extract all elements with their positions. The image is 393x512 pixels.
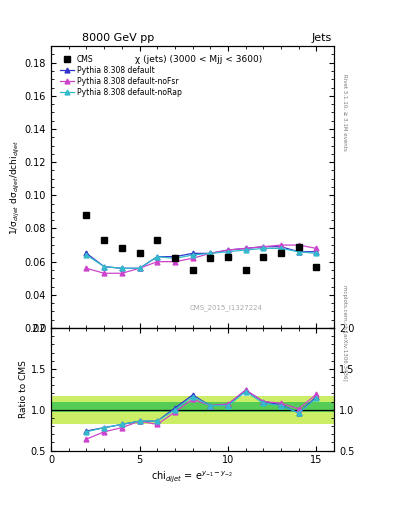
Line: Pythia 8.308 default: Pythia 8.308 default xyxy=(84,244,319,271)
Pythia 8.308 default-noFsr xyxy=(226,247,230,253)
X-axis label: chi$_{dijet}$ = e$^{y_{-1}-y_{-2}}$: chi$_{dijet}$ = e$^{y_{-1}-y_{-2}}$ xyxy=(151,470,234,484)
Pythia 8.308 default-noRap xyxy=(279,245,283,251)
CMS xyxy=(173,255,177,262)
Pythia 8.308 default xyxy=(279,244,283,250)
CMS xyxy=(226,253,230,260)
Text: Rivet 3.1.10, ≥ 3.1M events: Rivet 3.1.10, ≥ 3.1M events xyxy=(342,74,347,151)
CMS xyxy=(84,212,89,218)
Pythia 8.308 default-noFsr xyxy=(173,259,177,265)
Text: χ (jets) (3000 < Mjj < 3600): χ (jets) (3000 < Mjj < 3600) xyxy=(135,55,262,63)
Pythia 8.308 default-noRap xyxy=(226,249,230,255)
Y-axis label: 1/σ$_{dijet}$ dσ$_{dijet}$/dchi$_{dijet}$: 1/σ$_{dijet}$ dσ$_{dijet}$/dchi$_{dijet}… xyxy=(9,139,22,234)
Pythia 8.308 default-noFsr xyxy=(261,244,266,250)
Pythia 8.308 default xyxy=(137,265,142,271)
Pythia 8.308 default xyxy=(102,264,107,270)
Text: mcplots.cern.ch [arXiv:1306.3436]: mcplots.cern.ch [arXiv:1306.3436] xyxy=(342,285,347,380)
CMS xyxy=(137,250,142,257)
Pythia 8.308 default-noFsr xyxy=(102,270,107,276)
Pythia 8.308 default-noRap xyxy=(243,247,248,253)
Pythia 8.308 default-noRap xyxy=(314,250,319,257)
Pythia 8.308 default-noRap xyxy=(190,252,195,258)
Line: CMS: CMS xyxy=(84,212,319,273)
Pythia 8.308 default xyxy=(190,250,195,257)
Line: Pythia 8.308 default-noFsr: Pythia 8.308 default-noFsr xyxy=(84,243,319,275)
Pythia 8.308 default xyxy=(208,250,213,257)
Pythia 8.308 default-noFsr xyxy=(119,270,124,276)
CMS xyxy=(296,244,301,250)
Pythia 8.308 default-noFsr xyxy=(314,245,319,251)
Pythia 8.308 default-noRap xyxy=(261,245,266,251)
Bar xyxy=(51,401,334,412)
Pythia 8.308 default-noRap xyxy=(137,265,142,271)
CMS xyxy=(208,255,213,262)
Pythia 8.308 default xyxy=(119,265,124,271)
Legend: CMS, Pythia 8.308 default, Pythia 8.308 default-noFsr, Pythia 8.308 default-noRa: CMS, Pythia 8.308 default, Pythia 8.308 … xyxy=(58,53,184,99)
Pythia 8.308 default-noFsr xyxy=(279,242,283,248)
Pythia 8.308 default-noFsr xyxy=(190,255,195,262)
Pythia 8.308 default xyxy=(226,247,230,253)
Pythia 8.308 default xyxy=(314,249,319,255)
Pythia 8.308 default-noFsr xyxy=(155,259,160,265)
CMS xyxy=(279,250,283,257)
Pythia 8.308 default xyxy=(155,253,160,260)
Pythia 8.308 default xyxy=(243,245,248,251)
CMS xyxy=(243,267,248,273)
Text: Jets: Jets xyxy=(312,33,332,44)
CMS xyxy=(119,245,124,251)
Pythia 8.308 default-noRap xyxy=(102,264,107,270)
Pythia 8.308 default-noRap xyxy=(296,249,301,255)
CMS xyxy=(155,237,160,243)
Pythia 8.308 default xyxy=(84,250,89,257)
CMS xyxy=(314,264,319,270)
Pythia 8.308 default-noRap xyxy=(173,255,177,262)
Pythia 8.308 default-noRap xyxy=(155,253,160,260)
Bar xyxy=(51,396,334,424)
Text: 8000 GeV pp: 8000 GeV pp xyxy=(82,33,154,44)
Pythia 8.308 default xyxy=(173,253,177,260)
Pythia 8.308 default-noFsr xyxy=(84,265,89,271)
CMS xyxy=(261,253,266,260)
Line: Pythia 8.308 default-noRap: Pythia 8.308 default-noRap xyxy=(84,246,319,271)
Pythia 8.308 default-noFsr xyxy=(137,265,142,271)
CMS xyxy=(102,237,107,243)
Pythia 8.308 default xyxy=(296,249,301,255)
Pythia 8.308 default-noFsr xyxy=(208,250,213,257)
Pythia 8.308 default-noRap xyxy=(119,265,124,271)
Pythia 8.308 default-noRap xyxy=(208,250,213,257)
Y-axis label: Ratio to CMS: Ratio to CMS xyxy=(19,360,28,418)
Text: CMS_2015_I1327224: CMS_2015_I1327224 xyxy=(190,304,263,311)
Pythia 8.308 default-noFsr xyxy=(243,245,248,251)
Pythia 8.308 default-noRap xyxy=(84,252,89,258)
Pythia 8.308 default-noFsr xyxy=(296,242,301,248)
CMS xyxy=(190,267,195,273)
Pythia 8.308 default xyxy=(261,244,266,250)
